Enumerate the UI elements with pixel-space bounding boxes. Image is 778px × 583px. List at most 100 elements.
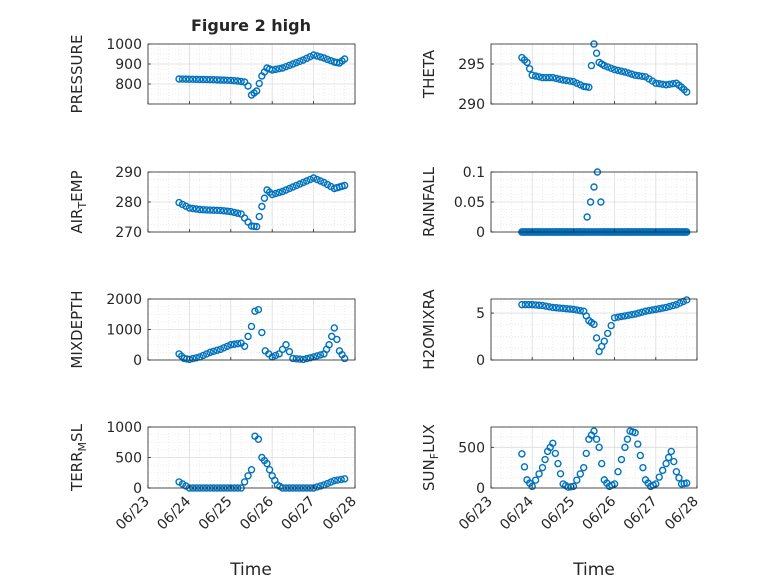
data-point <box>230 340 238 348</box>
data-point <box>669 301 677 310</box>
data-point <box>258 328 266 337</box>
data-point <box>206 206 214 214</box>
data-point <box>223 76 232 84</box>
data-point <box>223 207 232 215</box>
subplot-rainfall: 0 0.05 0.1 RAINFALL <box>420 165 698 241</box>
subplot-theta: 290 295 THETA <box>420 40 698 113</box>
data-point <box>309 174 318 182</box>
y-tick-label: 295 <box>458 57 485 73</box>
data-point <box>521 300 530 309</box>
data-point <box>192 354 201 362</box>
data-point <box>337 475 345 484</box>
y-tick-label: 0 <box>476 353 485 369</box>
axes-box <box>490 298 698 361</box>
data-point <box>638 72 646 80</box>
data-point <box>631 310 639 318</box>
data-point <box>556 470 565 478</box>
data-point <box>223 342 232 350</box>
data-point <box>576 470 584 478</box>
data-point <box>595 443 603 452</box>
data-point <box>617 455 626 464</box>
y-tick-label: 5 <box>476 306 485 322</box>
data-point <box>675 474 683 482</box>
data-point <box>528 71 536 79</box>
data-point <box>541 455 549 464</box>
x-tick-label: 06/26 <box>237 493 277 533</box>
y-axis-label: TERRMSL <box>68 423 89 492</box>
y-tick-label: 270 <box>115 225 142 241</box>
y-axis-label: SUNFLUX <box>420 424 441 491</box>
data-point <box>244 332 252 341</box>
data-point <box>614 468 622 476</box>
data-point <box>285 61 294 70</box>
data-point <box>285 347 294 356</box>
data-point <box>216 345 225 354</box>
data-point <box>271 189 280 198</box>
data-point <box>306 175 314 184</box>
data-point <box>662 81 670 89</box>
data-point <box>598 459 606 468</box>
data-point <box>531 476 540 484</box>
data-point <box>209 347 218 356</box>
data-point <box>552 304 560 312</box>
subplot-pressure: 800 900 1000 PRESSURE <box>68 35 356 114</box>
data-point <box>340 354 349 363</box>
data-point <box>271 351 280 360</box>
y-tick-label: 0 <box>476 481 485 497</box>
data-point <box>610 65 619 74</box>
data-point <box>621 68 629 76</box>
data-point <box>679 297 687 306</box>
data-point <box>292 181 301 190</box>
data-point <box>333 335 341 344</box>
data-point <box>538 463 547 472</box>
y-axis-label-subscript: T <box>76 202 89 210</box>
data-point <box>230 208 238 217</box>
data-point <box>278 64 287 72</box>
data-point <box>299 355 307 364</box>
data-point <box>528 482 536 491</box>
y-tick-label: 0 <box>133 353 142 369</box>
data-point <box>237 77 245 86</box>
data-point <box>323 479 332 488</box>
y-tick-label: 2000 <box>106 292 142 308</box>
x-tick-label: 06/24 <box>497 493 537 533</box>
data-point <box>202 350 211 358</box>
y-tick-label: 500 <box>458 440 485 456</box>
data-point <box>535 301 543 309</box>
data-point <box>665 80 674 88</box>
y-tick-label: 1000 <box>106 37 142 53</box>
data-point <box>275 188 283 197</box>
data-point <box>303 354 311 363</box>
data-point <box>590 183 598 191</box>
data-point <box>638 308 646 316</box>
data-point <box>555 304 564 312</box>
data-point <box>254 435 263 443</box>
y-tick-label: 0 <box>133 481 142 497</box>
data-point <box>316 351 325 359</box>
data-point <box>672 468 681 476</box>
data-point <box>278 345 287 354</box>
data-point <box>617 312 626 321</box>
x-tick-label: 06/23 <box>456 494 496 534</box>
data-point <box>296 180 304 188</box>
data-point <box>614 313 622 321</box>
data-point <box>271 65 280 74</box>
data-point <box>328 332 336 341</box>
data-point <box>655 473 663 481</box>
data-point <box>189 354 197 363</box>
y-axis-label-subscript: M <box>76 442 89 452</box>
x-tick-label: 06/25 <box>538 494 578 534</box>
subplot-h2omixra: 0 5 H2OMIXRA <box>420 289 698 370</box>
data-point <box>592 49 601 57</box>
data-point <box>316 53 325 61</box>
data-point <box>624 311 633 319</box>
y-axis-label: RAINFALL <box>420 166 438 237</box>
data-point <box>549 439 557 447</box>
data-point <box>559 304 567 313</box>
data-point <box>590 320 598 329</box>
y-axis-label: PRESSURE <box>68 35 86 114</box>
data-point <box>330 324 338 332</box>
data-point <box>683 88 691 96</box>
data-point <box>192 75 201 84</box>
data-point <box>665 302 674 311</box>
